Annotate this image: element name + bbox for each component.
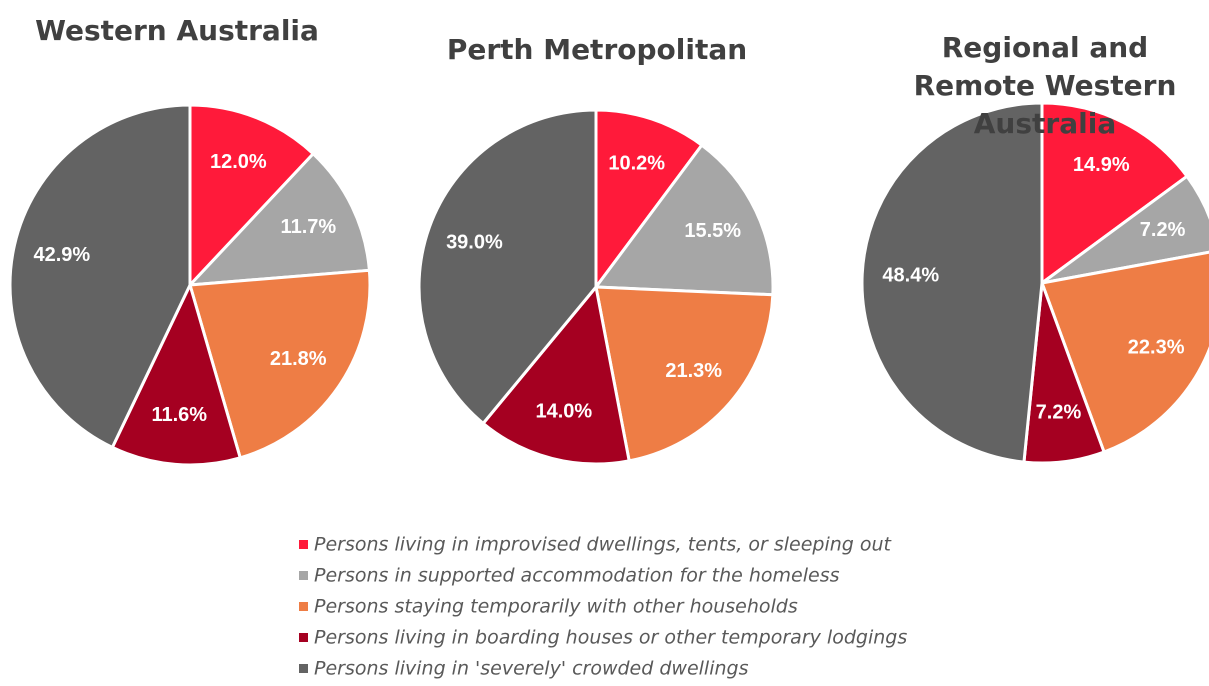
legend-swatch: [299, 540, 308, 549]
chart-title: Western Australia: [35, 14, 319, 47]
legend-swatch: [299, 602, 308, 611]
pie-slice: [1041, 174, 1209, 285]
data-label: 7.2%: [1036, 402, 1082, 424]
data-label: 11.7%: [281, 216, 337, 238]
legend-swatch: [299, 664, 308, 673]
data-label: 7.2%: [1140, 219, 1186, 241]
pie-slice: [594, 285, 775, 463]
pie-slice: [188, 103, 316, 289]
data-label: 22.3%: [1128, 336, 1185, 358]
legend-label: Persons living in 'severely' crowded dwe…: [314, 658, 749, 680]
chart-title: Perth Metropolitan: [446, 33, 748, 66]
pie-slice: [417, 108, 598, 426]
data-label: 14.0%: [536, 400, 593, 422]
legend-swatch: [299, 633, 308, 642]
data-label: 21.8%: [270, 348, 327, 370]
pie-slice: [1040, 101, 1190, 286]
pie-slice: [594, 108, 704, 292]
pie-slice: [860, 101, 1044, 464]
data-label: 12.0%: [210, 151, 267, 173]
legend-swatch: [299, 571, 308, 580]
data-label: 42.9%: [33, 244, 90, 266]
legend-label: Persons living in boarding houses or oth…: [314, 627, 907, 649]
data-label: 39.0%: [446, 232, 503, 254]
data-label: 21.3%: [665, 360, 722, 382]
pie-slice: [8, 103, 192, 450]
data-label: 48.4%: [882, 265, 939, 287]
data-label: 10.2%: [608, 153, 665, 175]
legend-label: Persons staying temporarily with other h…: [314, 596, 798, 618]
pie-slice: [110, 280, 243, 467]
pie-slice: [188, 268, 372, 460]
data-label: 11.6%: [151, 404, 207, 426]
pie-slice: [481, 283, 631, 466]
pie-slice: [186, 151, 372, 287]
data-label: 15.5%: [684, 220, 741, 242]
chart-title: Regional and Remote Western Australia: [913, 31, 1177, 140]
pie-slice: [593, 143, 775, 297]
legend-label: Persons living in improvised dwellings, …: [314, 534, 893, 556]
data-label: 14.9%: [1073, 154, 1130, 176]
pie-slice: [1039, 250, 1209, 454]
legend-label: Persons in supported accommodation for t…: [314, 565, 840, 587]
